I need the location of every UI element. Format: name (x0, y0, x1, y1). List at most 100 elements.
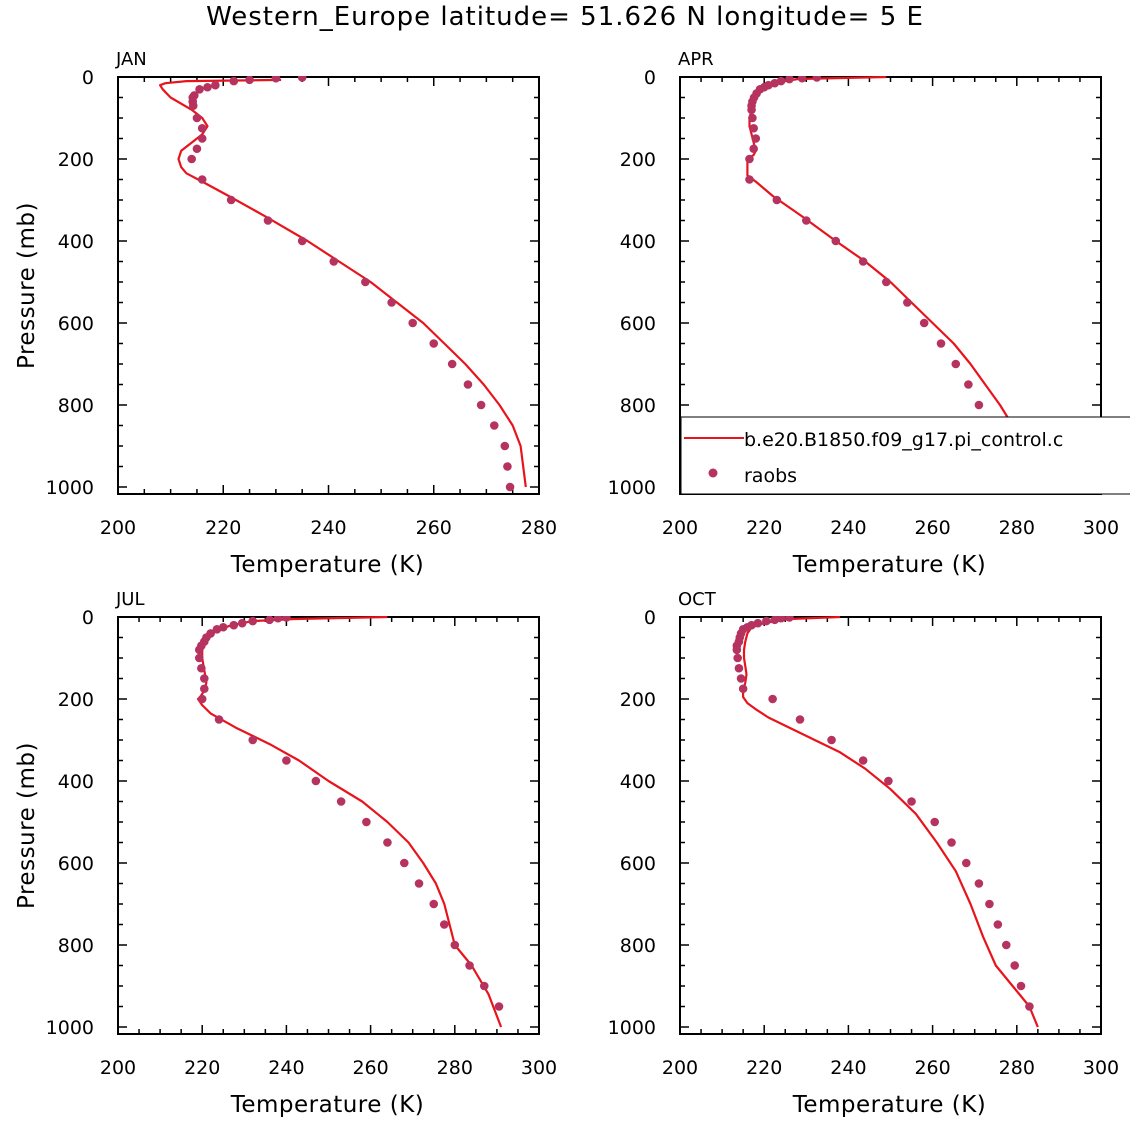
obs-point (229, 76, 239, 86)
y-tick-label: 400 (620, 231, 656, 253)
x-tick-label: 240 (830, 517, 866, 539)
obs-point (265, 616, 274, 625)
obs-point (907, 797, 916, 806)
obs-point (297, 236, 307, 246)
obs-point (450, 940, 460, 950)
obs-point (429, 899, 439, 909)
obs-point (734, 663, 744, 673)
obs-point (762, 616, 771, 626)
x-tick-label: 260 (914, 1057, 950, 1079)
x-axis-title: Temperature (K) (792, 552, 987, 578)
obs-point (947, 838, 956, 847)
obs-point (738, 684, 748, 694)
obs-point (747, 105, 756, 115)
obs-point (831, 236, 841, 246)
panel-apr: 200 220 240 260 280 300 0 200 400 600 800 1000 APR Te… (608, 49, 1119, 578)
x-tick-label: 260 (416, 517, 452, 539)
obs-point (195, 85, 204, 94)
obs-point (951, 359, 961, 369)
obs-point (745, 154, 754, 164)
obs-point (248, 616, 258, 626)
obs-point (785, 76, 794, 84)
x-tick-label: 260 (914, 517, 950, 539)
obs-point (919, 318, 929, 328)
obs-point (188, 101, 198, 110)
y-tick-label: 800 (58, 935, 94, 957)
obs-point (858, 257, 868, 266)
obs-point (282, 616, 291, 622)
obs-point (197, 663, 206, 673)
x-tick-label: 260 (352, 1057, 388, 1079)
y-tick-label: 400 (58, 771, 94, 793)
obs-point (881, 277, 891, 287)
x-tick-label: 220 (746, 1057, 782, 1079)
y-tick-label: 200 (58, 689, 94, 711)
obs-point (494, 1002, 504, 1011)
obs-point (237, 618, 247, 628)
panel-label: APR (678, 49, 714, 70)
plot-frame (117, 76, 540, 495)
obs-point (187, 154, 196, 164)
panel-label: OCT (678, 589, 717, 610)
y-tick-label: 0 (644, 607, 656, 629)
y-tick-label: 400 (58, 231, 94, 253)
y-tick-label: 200 (58, 149, 94, 171)
panel-label: JAN (115, 49, 147, 70)
obs-point (936, 339, 946, 348)
x-tick-label: 220 (746, 517, 782, 539)
model-line (196, 616, 503, 1028)
obs-point (770, 616, 780, 625)
y-tick-label: 0 (82, 67, 94, 89)
legend-model-label: b.e20.B1850.f09_g17.pi_control.c (744, 429, 1063, 451)
obs-point (732, 645, 742, 655)
obs-point (476, 400, 486, 410)
obs-point (311, 776, 321, 786)
obs-point (197, 134, 207, 143)
obs-point (297, 76, 307, 82)
y-tick-label: 800 (58, 395, 94, 417)
obs-point (197, 123, 207, 133)
obs-point (362, 817, 371, 827)
obs-point (248, 735, 258, 745)
obs-point (273, 616, 283, 623)
model-line (742, 616, 1039, 1028)
obs-point (751, 134, 761, 143)
obs-point (505, 482, 515, 492)
legend-obs-label: raobs (744, 465, 797, 487)
y-axis-title: Pressure (mb) (14, 742, 40, 909)
y-tick-label: 600 (620, 313, 656, 335)
figure-title: Western_Europe latitude= 51.626 N longit… (206, 2, 924, 32)
x-tick-label: 240 (268, 1057, 304, 1079)
x-tick-label: 220 (184, 1057, 220, 1079)
obs-point (361, 277, 370, 287)
x-axis-title: Temperature (K) (230, 1092, 425, 1118)
x-tick-label: 200 (662, 1057, 698, 1079)
y-tick-label: 200 (620, 689, 656, 711)
obs-point (211, 80, 220, 90)
obs-point (1010, 961, 1019, 970)
obs-point (772, 195, 782, 205)
obs-point (795, 715, 805, 724)
obs-point (194, 653, 204, 663)
obs-point (329, 257, 339, 266)
obs-point (797, 76, 807, 83)
obs-point (399, 858, 409, 868)
obs-point (439, 920, 449, 929)
obs-point (1016, 981, 1026, 991)
obs-point (903, 298, 912, 307)
obs-point (194, 645, 204, 655)
obs-point (985, 899, 994, 909)
obs-point (736, 674, 746, 683)
obs-point (387, 298, 396, 307)
obs-point (812, 76, 822, 82)
y-tick-label: 1000 (608, 477, 656, 499)
y-tick-label: 1000 (46, 477, 94, 499)
obs-point (993, 920, 1003, 929)
obs-point (930, 817, 940, 827)
x-tick-label: 200 (100, 517, 136, 539)
x-tick-label: 280 (521, 517, 557, 539)
obs-point (768, 694, 777, 704)
x-axis-title: Temperature (K) (792, 1092, 987, 1118)
obs-point (203, 82, 212, 92)
y-tick-label: 400 (620, 771, 656, 793)
